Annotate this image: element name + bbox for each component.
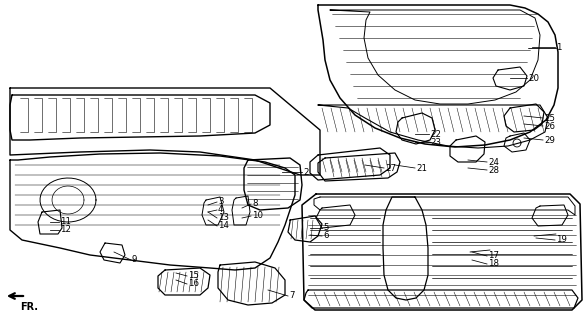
Text: 27: 27 <box>385 164 396 172</box>
Text: 29: 29 <box>544 135 555 145</box>
Text: 25: 25 <box>544 114 555 123</box>
Text: FR.: FR. <box>20 302 38 312</box>
Text: 5: 5 <box>323 223 329 233</box>
Text: 21: 21 <box>416 164 427 172</box>
Text: 17: 17 <box>488 252 499 260</box>
Text: 9: 9 <box>132 255 137 265</box>
Text: 6: 6 <box>323 231 329 241</box>
Text: 4: 4 <box>218 205 223 214</box>
Text: 12: 12 <box>60 226 71 235</box>
Text: 15: 15 <box>188 271 199 281</box>
Text: 23: 23 <box>430 138 441 147</box>
Text: 2: 2 <box>303 167 308 177</box>
Text: 24: 24 <box>488 157 499 166</box>
Text: 19: 19 <box>556 236 567 244</box>
Text: 8: 8 <box>252 199 257 209</box>
Text: 18: 18 <box>488 260 499 268</box>
Text: 1: 1 <box>556 43 562 52</box>
Text: 10: 10 <box>252 212 263 220</box>
Text: 20: 20 <box>528 74 539 83</box>
Text: 14: 14 <box>218 221 229 230</box>
Text: 3: 3 <box>218 197 223 206</box>
Text: 11: 11 <box>60 218 71 227</box>
Text: 22: 22 <box>430 130 441 139</box>
Text: 7: 7 <box>289 292 294 300</box>
Text: 26: 26 <box>544 122 555 131</box>
Text: 16: 16 <box>188 279 199 289</box>
Text: 13: 13 <box>218 213 229 222</box>
Text: 28: 28 <box>488 165 499 174</box>
